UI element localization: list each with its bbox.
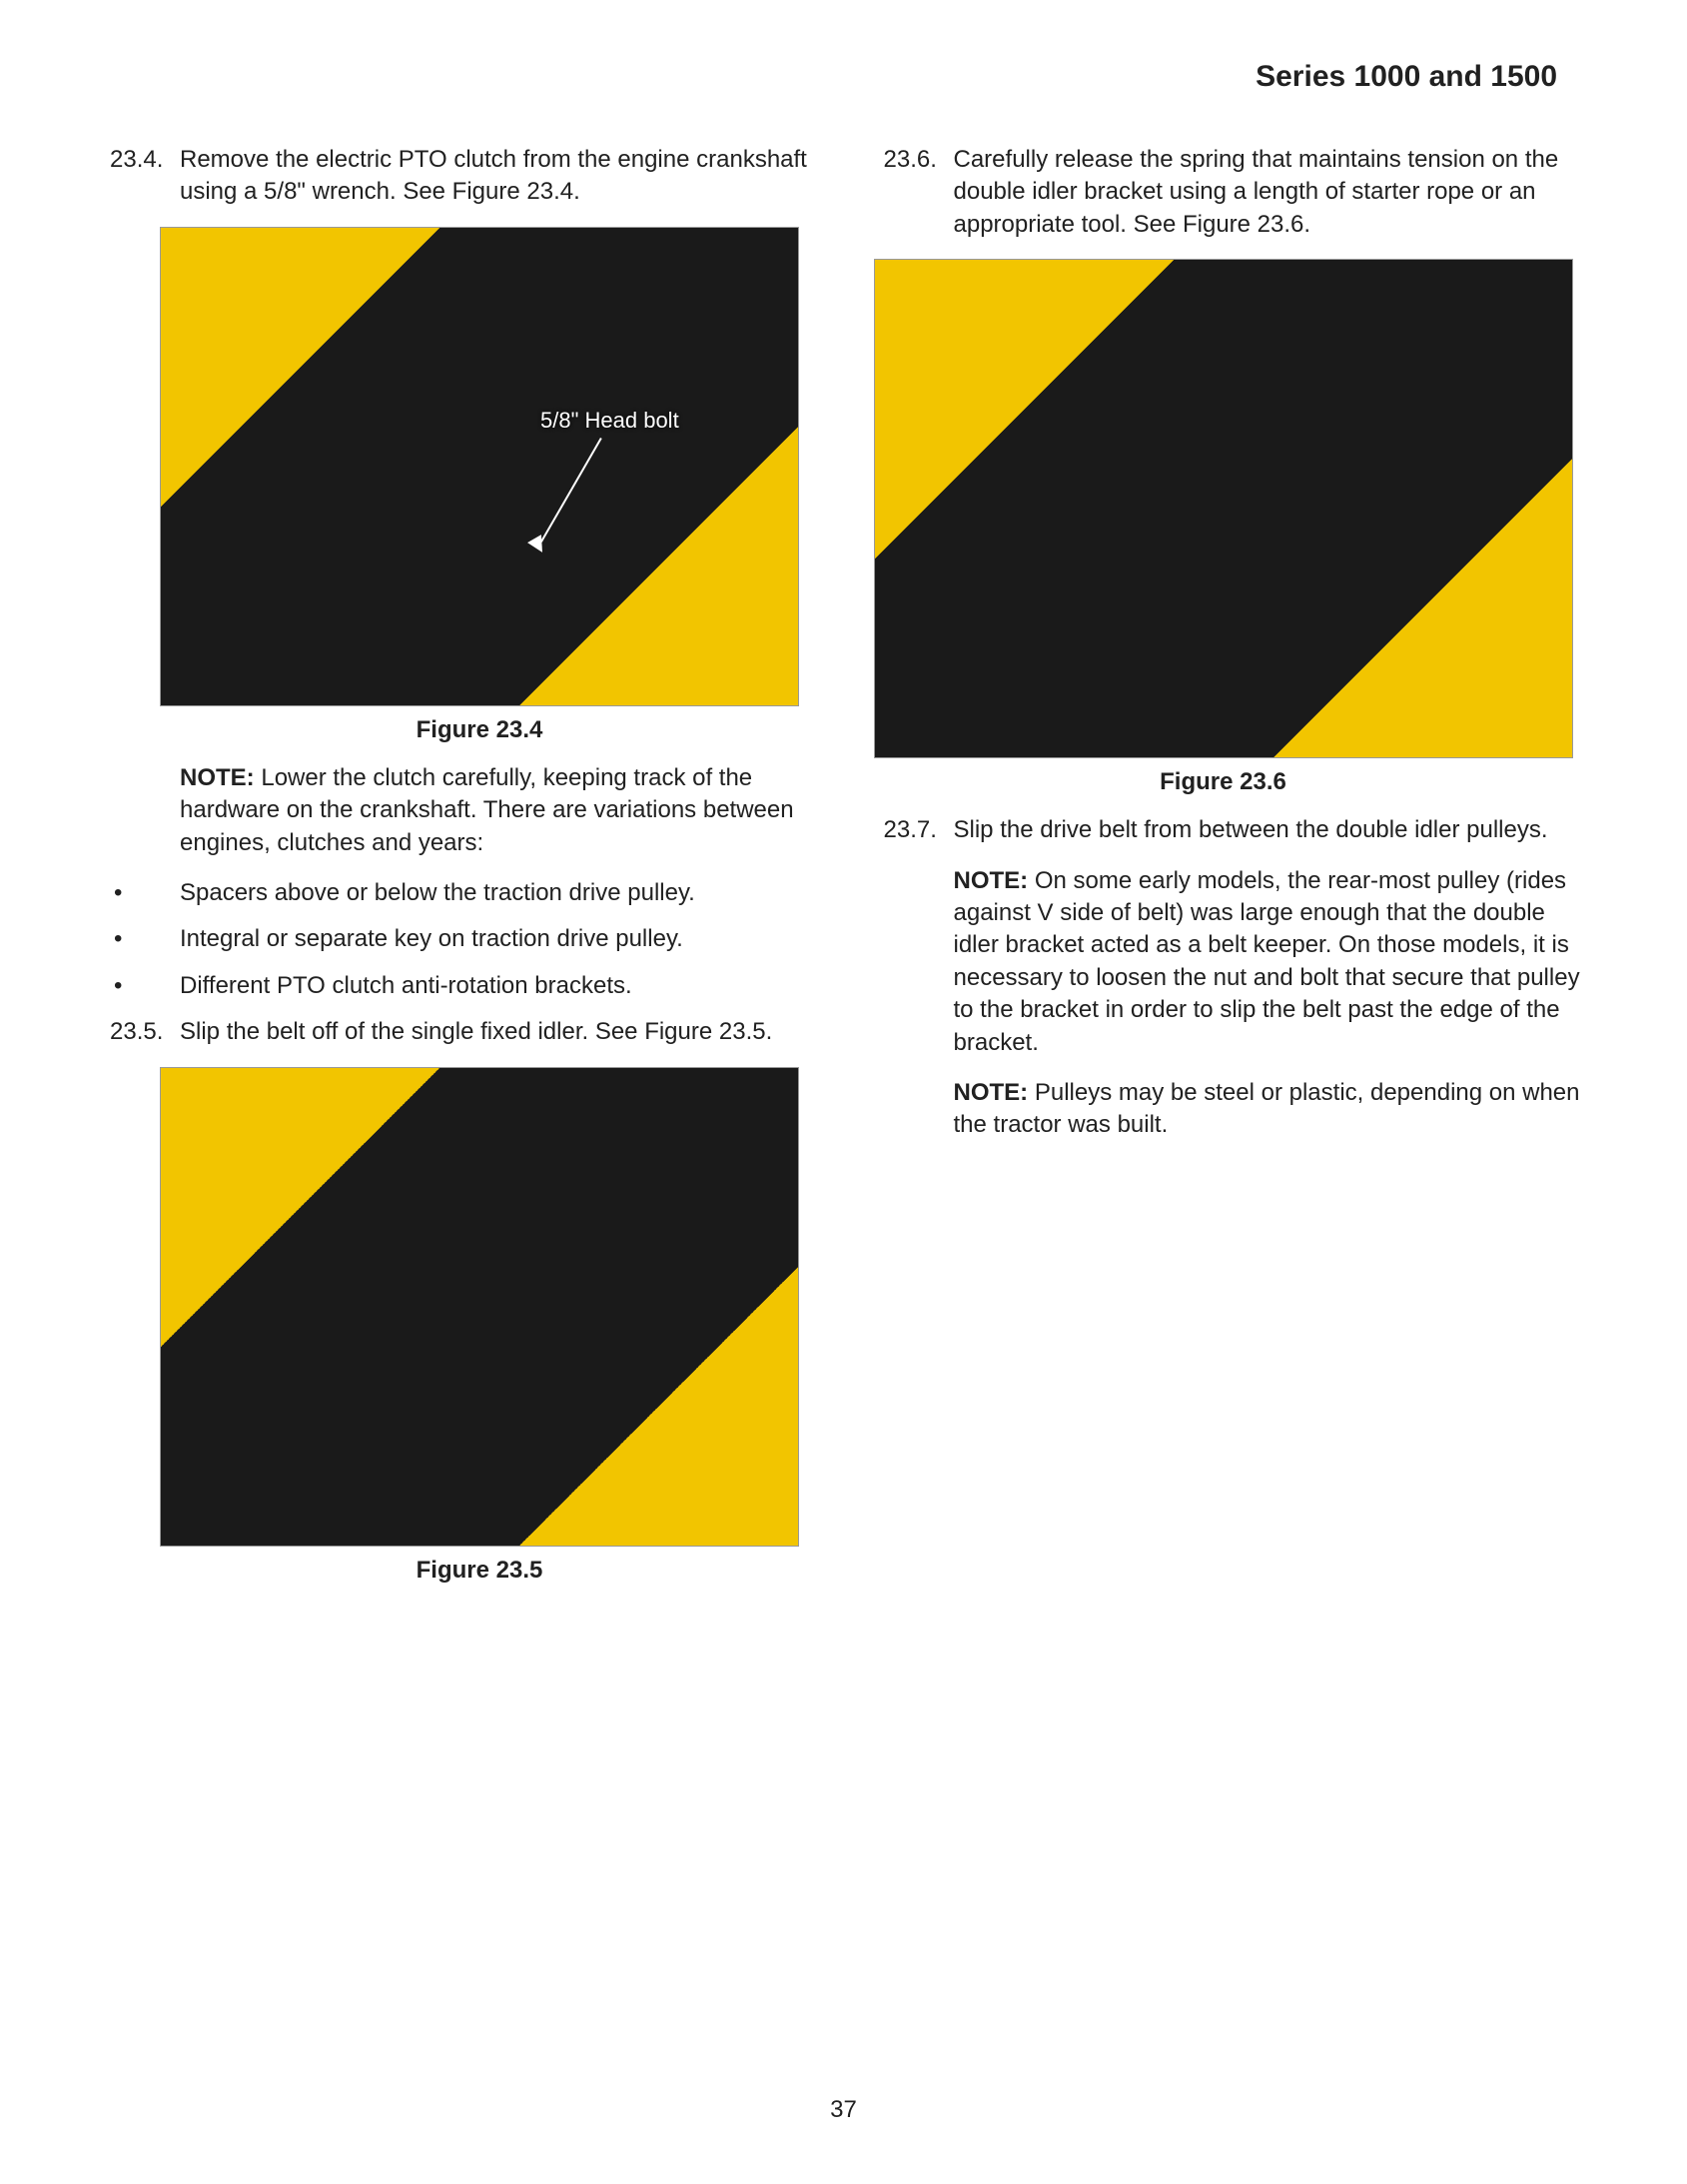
step-23-6: 23.6. Carefully release the spring that … bbox=[874, 144, 1588, 241]
right-column: 23.6. Carefully release the spring that … bbox=[874, 144, 1588, 1603]
list-item: • Different PTO clutch anti-rotation bra… bbox=[100, 970, 814, 1002]
note-23-4: NOTE: Lower the clutch carefully, keepin… bbox=[180, 762, 814, 859]
list-item: • Integral or separate key on traction d… bbox=[100, 923, 814, 955]
step-text: Slip the drive belt from between the dou… bbox=[954, 814, 1588, 846]
figure-23-4-image: 5/8" Head bolt bbox=[160, 227, 799, 706]
figure-23-6-image bbox=[874, 259, 1573, 758]
note-label: NOTE: bbox=[954, 1079, 1029, 1106]
note-label: NOTE: bbox=[180, 764, 255, 791]
note-23-7-a: NOTE: On some early models, the rear-mos… bbox=[954, 865, 1588, 1059]
left-column: 23.4. Remove the electric PTO clutch fro… bbox=[100, 144, 814, 1603]
note-label: NOTE: bbox=[954, 867, 1029, 894]
bullet-text: Spacers above or below the traction driv… bbox=[180, 877, 695, 909]
callout-arrow-line bbox=[540, 438, 602, 543]
bullet-text: Integral or separate key on traction dri… bbox=[180, 923, 683, 955]
note-text: Lower the clutch carefully, keeping trac… bbox=[180, 764, 794, 856]
figure-23-4: 5/8" Head bolt Figure 23.4 bbox=[160, 227, 814, 744]
figure-23-4-caption: Figure 23.4 bbox=[160, 716, 799, 744]
figure-23-5-image bbox=[160, 1067, 799, 1547]
step-text: Slip the belt off of the single fixed id… bbox=[180, 1016, 814, 1048]
step-number: 23.7. bbox=[874, 814, 954, 846]
note-text: On some early models, the rear-most pull… bbox=[954, 867, 1580, 1056]
figure-23-6-caption: Figure 23.6 bbox=[874, 768, 1573, 796]
bullet-icon: • bbox=[100, 923, 180, 955]
figure-23-6: Figure 23.6 bbox=[874, 259, 1588, 796]
figure-23-5: Figure 23.5 bbox=[160, 1067, 814, 1585]
page-number: 37 bbox=[0, 2096, 1687, 2124]
step-number: 23.5. bbox=[100, 1016, 180, 1048]
step-text: Carefully release the spring that mainta… bbox=[954, 144, 1588, 241]
bullet-icon: • bbox=[100, 877, 180, 909]
bullet-icon: • bbox=[100, 970, 180, 1002]
figure-23-4-callout: 5/8" Head bolt bbox=[540, 408, 679, 434]
note-23-7-b: NOTE: Pulleys may be steel or plastic, d… bbox=[954, 1077, 1588, 1142]
step-23-4: 23.4. Remove the electric PTO clutch fro… bbox=[100, 144, 814, 209]
step-23-5: 23.5. Slip the belt off of the single fi… bbox=[100, 1016, 814, 1048]
callout-arrow-head-icon bbox=[527, 535, 549, 556]
list-item: • Spacers above or below the traction dr… bbox=[100, 877, 814, 909]
bullet-text: Different PTO clutch anti-rotation brack… bbox=[180, 970, 632, 1002]
page-header: Series 1000 and 1500 bbox=[100, 60, 1587, 94]
figure-23-5-caption: Figure 23.5 bbox=[160, 1557, 799, 1585]
step-number: 23.6. bbox=[874, 144, 954, 241]
note-text: Pulleys may be steel or plastic, dependi… bbox=[954, 1079, 1580, 1138]
content-columns: 23.4. Remove the electric PTO clutch fro… bbox=[100, 144, 1587, 1603]
step-number: 23.4. bbox=[100, 144, 180, 209]
step-23-7: 23.7. Slip the drive belt from between t… bbox=[874, 814, 1588, 846]
step-text: Remove the electric PTO clutch from the … bbox=[180, 144, 814, 209]
